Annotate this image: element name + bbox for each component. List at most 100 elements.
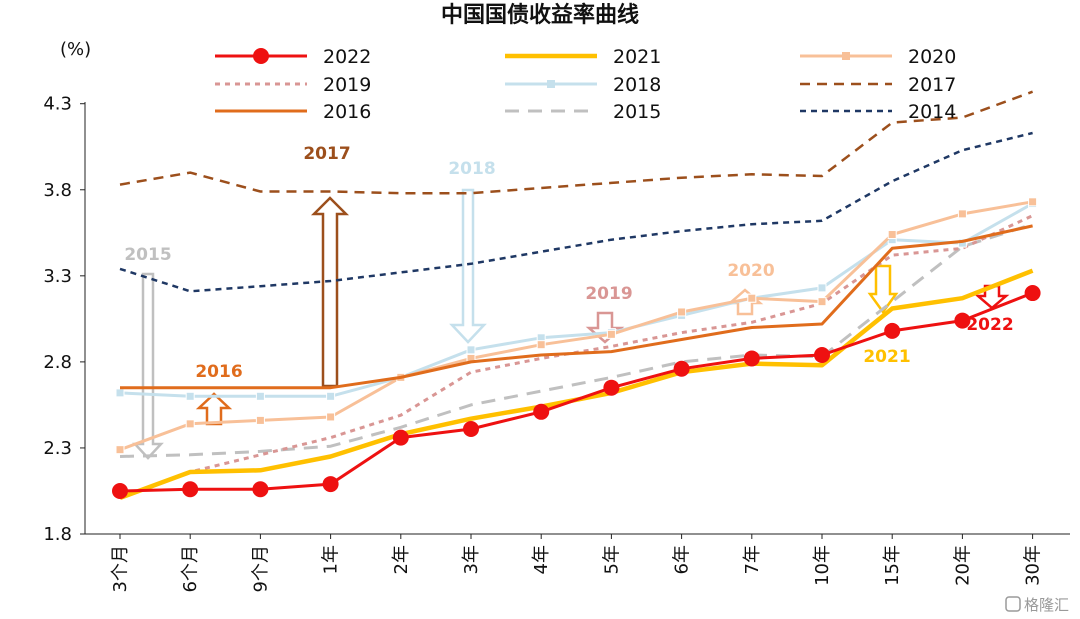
legend-marker [547,80,555,88]
point-2020 [536,340,546,350]
y-ticks: 1.8 2.3 2.8 3.3 3.8 4.3 [43,94,85,545]
x-tick-label: 1年 [321,545,342,574]
point-2020 [255,415,265,425]
point-2022 [1024,285,1041,302]
annotation-label-2021: 2021 [863,347,910,367]
point-2018 [326,391,336,401]
series-line-2015 [119,222,1034,458]
watermark-logo-icon [1005,596,1021,612]
legend-label: 2019 [323,74,371,96]
legend-label: 2015 [613,101,661,123]
annotation-arrow-2017 [310,196,350,388]
legend-label: 2014 [908,101,956,123]
y-tick-label: 3.8 [43,180,72,201]
legend-marker [253,48,269,64]
series-2022 [112,285,1041,499]
x-tick-label: 10年 [812,545,833,586]
point-2020 [887,230,897,240]
annotation-arrow-2022 [974,284,1010,310]
point-2020 [957,209,967,219]
legend-item-2015: 2015 [505,101,661,123]
legend-item-2021: 2021 [505,46,661,68]
point-2022 [252,481,269,498]
x-tick-label: 6年 [672,545,693,574]
x-tick-label: 3个月 [110,545,131,592]
x-tick-label: 4年 [531,545,552,574]
legend: 2022 2021 2020 2019 2018 2017 2016 2015 2014 [215,46,956,123]
point-2020 [606,329,616,339]
x-tick-label: 7年 [742,545,763,574]
series-lines [112,90,1041,501]
point-2020 [115,445,125,455]
point-2022 [322,476,339,493]
legend-item-2014: 2014 [800,101,956,123]
x-tick-label: 30年 [1023,545,1044,586]
watermark-text: 格隆汇 [1024,596,1069,614]
x-tick-label: 15年 [882,545,903,586]
annotation-label-2020: 2020 [727,261,774,281]
point-2020 [747,293,757,303]
annotation-label-2019: 2019 [585,284,632,304]
legend-label: 2022 [323,46,371,68]
x-tick-label: 2年 [391,545,412,574]
point-2018 [466,345,476,355]
legend-marker [842,52,850,60]
series-line-2017 [119,90,1034,195]
point-2020 [817,297,827,307]
x-tick-label: 6个月 [180,545,201,592]
annotation-arrow-2015 [132,272,164,460]
series-line-2016 [120,224,1033,390]
annotation-label-2015: 2015 [124,245,171,265]
point-2018 [115,388,125,398]
series-2020 [115,197,1038,455]
annotation-arrow-2016 [195,392,233,426]
legend-label: 2020 [908,46,956,68]
point-2022 [463,421,479,438]
point-2022 [533,403,550,420]
legend-label: 2017 [908,74,956,96]
y-tick-label: 4.3 [43,94,72,115]
legend-label: 2021 [613,46,661,68]
point-2022 [743,350,760,367]
legend-item-2017: 2017 [800,74,956,96]
legend-item-2018: 2018 [505,74,661,96]
legend-label: 2016 [323,101,371,123]
series-2015 [119,222,1034,458]
y-tick-label: 3.3 [43,266,72,287]
watermark: 格隆汇 [1005,596,1069,614]
point-2022 [673,360,690,377]
legend-item-2019: 2019 [215,74,371,96]
series-2018 [115,199,1038,401]
legend-label: 2018 [613,74,661,96]
point-2018 [255,391,265,401]
y-axis-unit: (%) [60,39,91,60]
point-2022 [392,429,409,446]
series-line-2020 [119,200,1033,452]
legend-item-2016: 2016 [215,101,371,123]
y-tick-label: 2.3 [43,438,72,459]
legend-item-2020: 2020 [800,46,956,68]
point-2020 [677,307,687,317]
annotation-label-2016: 2016 [195,362,242,382]
legend-item-2022: 2022 [215,46,371,68]
series-2017 [119,90,1034,195]
point-2022 [112,482,128,499]
point-2022 [182,481,199,498]
point-2018 [185,391,195,401]
series-line-2022 [119,291,1034,493]
x-tick-label: 3年 [461,545,482,574]
point-2022 [603,379,620,396]
annotation-arrow-2018 [449,188,487,344]
x-tick-label: 5年 [601,545,622,574]
annotations: 2017 2018 2015 2016 2019 2020 2021 2022 [124,144,1014,460]
x-tick-label: 20年 [952,545,973,586]
point-2020 [185,419,195,429]
y-tick-label: 2.8 [43,352,72,373]
annotation-arrow-2021 [867,264,899,315]
chart-title: 中国国债收益率曲线 [441,2,639,28]
series-2014 [119,131,1033,293]
point-2022 [954,312,971,329]
annotation-label-2017: 2017 [303,144,350,164]
